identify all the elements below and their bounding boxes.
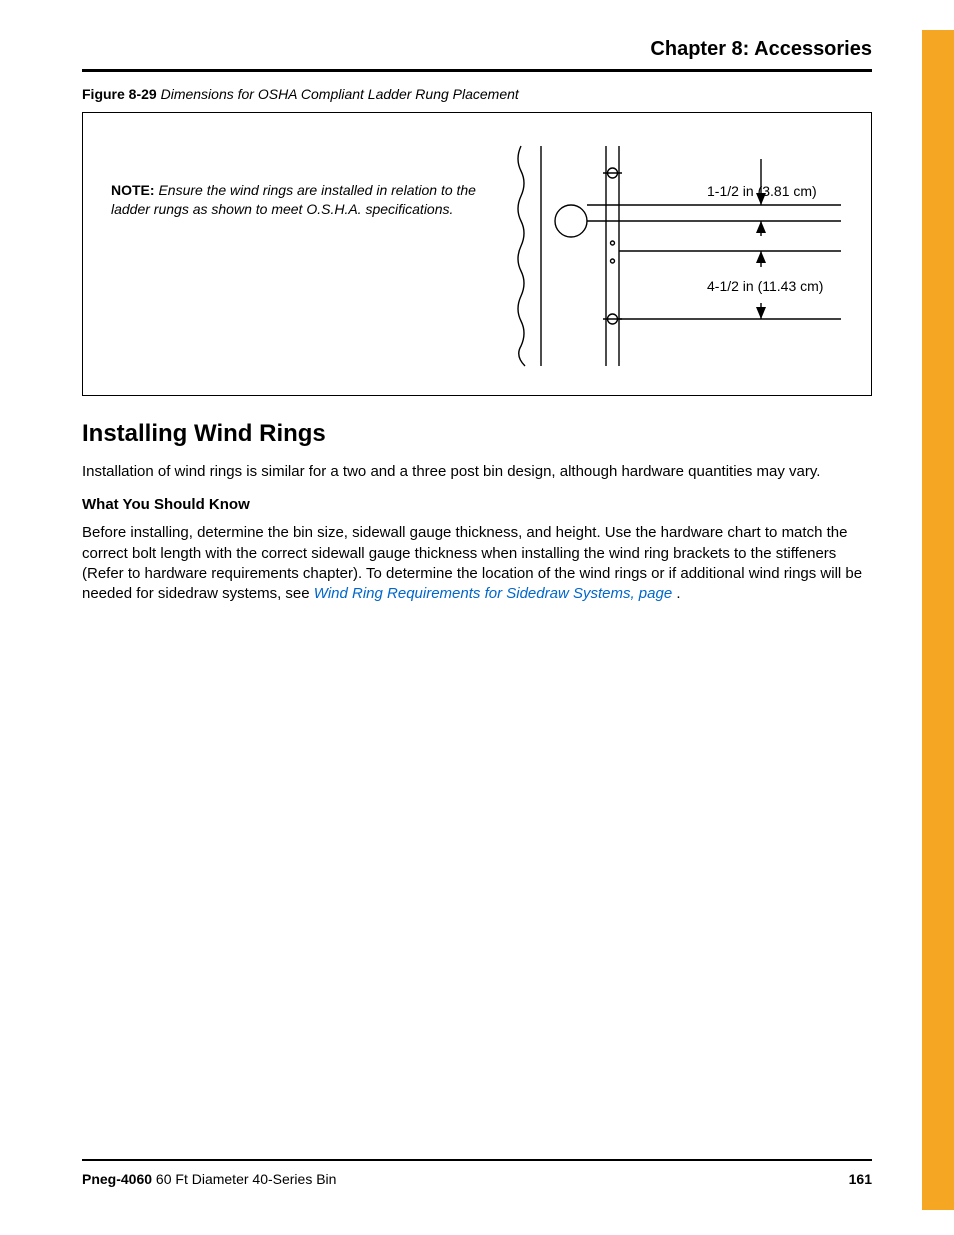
ladder-diagram: 1-1/2 in (3.81 cm) 4-1/2 in (11.43 cm) bbox=[501, 141, 861, 381]
figure-caption: Figure 8-29 Dimensions for OSHA Complian… bbox=[82, 86, 872, 102]
figure-title: Dimensions for OSHA Compliant Ladder Run… bbox=[161, 86, 519, 102]
cross-reference-link[interactable]: Wind Ring Requirements for Sidedraw Syst… bbox=[314, 585, 672, 602]
page-content: Chapter 8: Accessories Figure 8-29 Dimen… bbox=[82, 38, 872, 618]
body-paragraph: Before installing, determine the bin siz… bbox=[82, 523, 872, 604]
chapter-header: Chapter 8: Accessories bbox=[82, 38, 872, 72]
note-text: Ensure the wind rings are installed in r… bbox=[111, 182, 476, 217]
page-number: 161 bbox=[849, 1171, 872, 1187]
page-footer: Pneg-4060 60 Ft Diameter 40-Series Bin 1… bbox=[82, 1159, 872, 1187]
footer-left: Pneg-4060 60 Ft Diameter 40-Series Bin bbox=[82, 1171, 336, 1187]
doc-title: 60 Ft Diameter 40-Series Bin bbox=[152, 1171, 336, 1187]
dimension-2-label: 4-1/2 in (11.43 cm) bbox=[707, 278, 823, 294]
doc-id: Pneg-4060 bbox=[82, 1171, 152, 1187]
body-post: . bbox=[672, 585, 680, 602]
side-accent-bar bbox=[922, 30, 954, 1210]
dimension-1-label: 1-1/2 in (3.81 cm) bbox=[707, 183, 817, 199]
note-label: NOTE: bbox=[111, 182, 155, 198]
figure-box: NOTE: Ensure the wind rings are installe… bbox=[82, 112, 872, 396]
intro-paragraph: Installation of wind rings is similar fo… bbox=[82, 462, 872, 482]
figure-note: NOTE: Ensure the wind rings are installe… bbox=[111, 181, 491, 219]
section-heading: Installing Wind Rings bbox=[82, 420, 872, 448]
subheading: What You Should Know bbox=[82, 496, 872, 513]
figure-label: Figure 8-29 bbox=[82, 86, 157, 102]
